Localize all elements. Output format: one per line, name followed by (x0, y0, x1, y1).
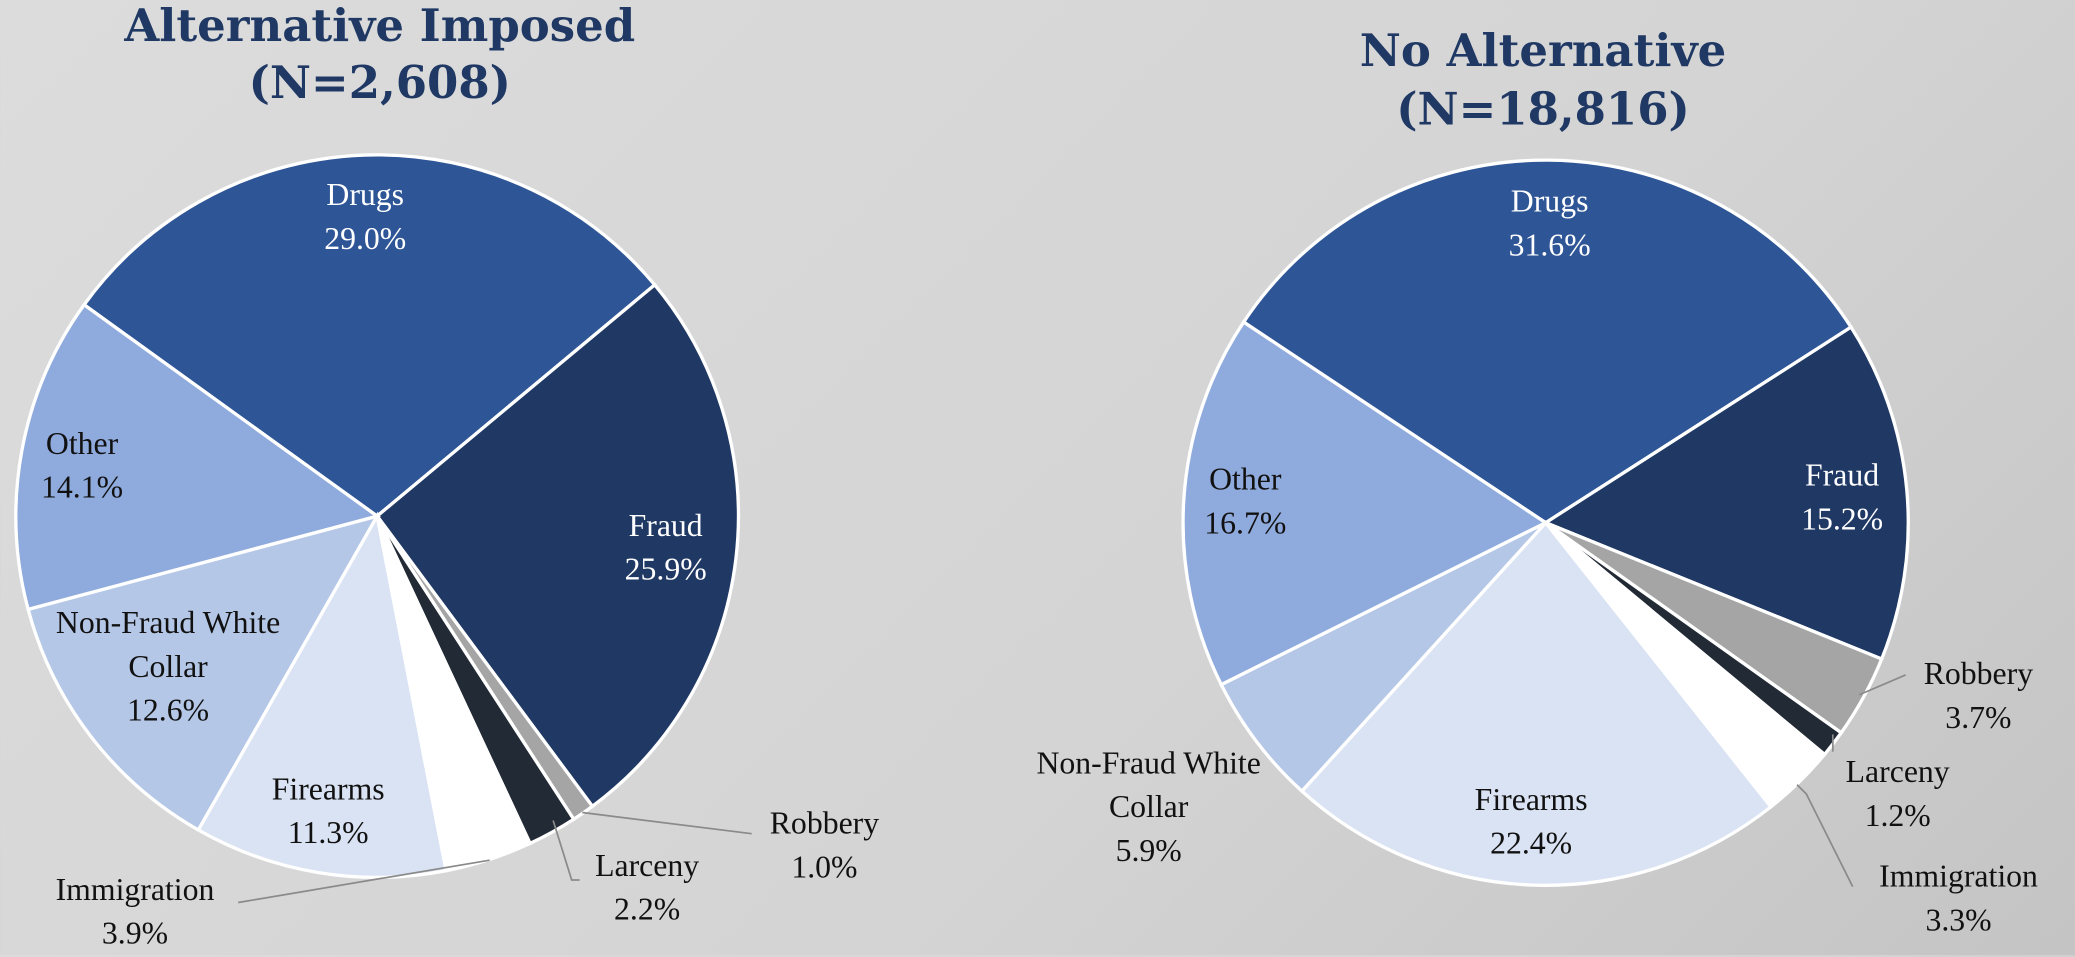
chart-subtitle: (N=18,816) (1396, 83, 1690, 137)
category-label: Larceny (595, 849, 700, 884)
leader-line (1858, 674, 1906, 696)
leader-line (552, 820, 580, 881)
value-label: 5.9% (1115, 834, 1182, 869)
slice-label: Larceny 2.2% (535, 846, 760, 933)
slice-label: Larceny 1.2% (1785, 752, 2010, 839)
category-label: Robbery (1923, 657, 2034, 693)
pie-slice (196, 511, 449, 879)
pie-slice (1181, 319, 1549, 687)
value-label: 3.7% (1945, 701, 2012, 736)
slice-label: Firearms 11.3% (216, 769, 441, 856)
pie-slice (26, 513, 381, 833)
category-label: Drugs (326, 178, 405, 214)
category-label: Other (1209, 463, 1282, 498)
value-label: 2.2% (614, 893, 681, 928)
leader-line (1796, 784, 1854, 888)
pie-slice (14, 302, 381, 612)
category-label: Firearms (1474, 783, 1588, 818)
value-label: 25.9% (624, 553, 707, 588)
pie-slice (81, 153, 658, 519)
pie-slice (1542, 324, 1910, 662)
slice-label: Other 16.7% (1133, 459, 1358, 546)
slice-label: Fraud 15.2% (1730, 455, 1955, 542)
value-label: 3.3% (1925, 903, 1992, 939)
category-label: Non-Fraud White Collar (55, 606, 281, 685)
pie-slice (1219, 521, 1547, 794)
pie-slice (1299, 520, 1774, 887)
category-label: Non-Fraud White Collar (1036, 747, 1261, 826)
slice-label: Fraud 25.9% (553, 506, 778, 593)
category-label: Immigration (1879, 860, 2038, 895)
pie-slice (374, 282, 741, 809)
category-label: Fraud (1805, 459, 1880, 494)
value-label: 12.6% (127, 694, 210, 729)
slice-label: Non-Fraud White Collar 5.9% (1036, 743, 1261, 874)
slice-label: Other 14.1% (0, 423, 195, 510)
chart-subtitle: (N=2,608) (248, 56, 511, 110)
value-label: 15.2% (1801, 502, 1884, 538)
slice-label: Immigration 3.3% (1846, 856, 2071, 943)
chart-title: Alternative Imposed (124, 0, 636, 53)
slice-label: Immigration 3.9% (22, 869, 247, 956)
category-label: Drugs (1510, 185, 1589, 220)
leader-line (582, 811, 752, 835)
value-label: 1.2% (1864, 799, 1931, 834)
category-label: Other (45, 427, 119, 462)
slice-label: Drugs 31.6% (1437, 181, 1662, 268)
value-label: 1.0% (791, 850, 858, 886)
slice-label: Robbery 1.0% (712, 803, 937, 890)
value-label: 29.0% (324, 222, 407, 257)
value-label: 3.9% (101, 917, 169, 952)
value-label: 31.6% (1508, 228, 1591, 264)
slice-label: Robbery 3.7% (1866, 654, 2075, 741)
category-label: Larceny (1845, 755, 1950, 791)
value-label: 22.4% (1490, 827, 1573, 862)
category-label: Fraud (628, 509, 703, 544)
value-label: 14.1% (41, 471, 124, 506)
pie-slice (1241, 158, 1854, 525)
category-label: Firearms (271, 772, 385, 808)
chart-title: No Alternative (1359, 25, 1727, 79)
slice-label: Firearms 22.4% (1419, 779, 1644, 866)
category-label: Immigration (55, 873, 215, 908)
slice-label: Non-Fraud White Collar 12.6% (56, 603, 281, 734)
leader-line (238, 859, 490, 904)
value-label: 11.3% (287, 816, 369, 851)
slice-label: Drugs 29.0% (253, 175, 478, 262)
value-label: 16.7% (1204, 506, 1287, 542)
category-label: Robbery (769, 807, 880, 842)
